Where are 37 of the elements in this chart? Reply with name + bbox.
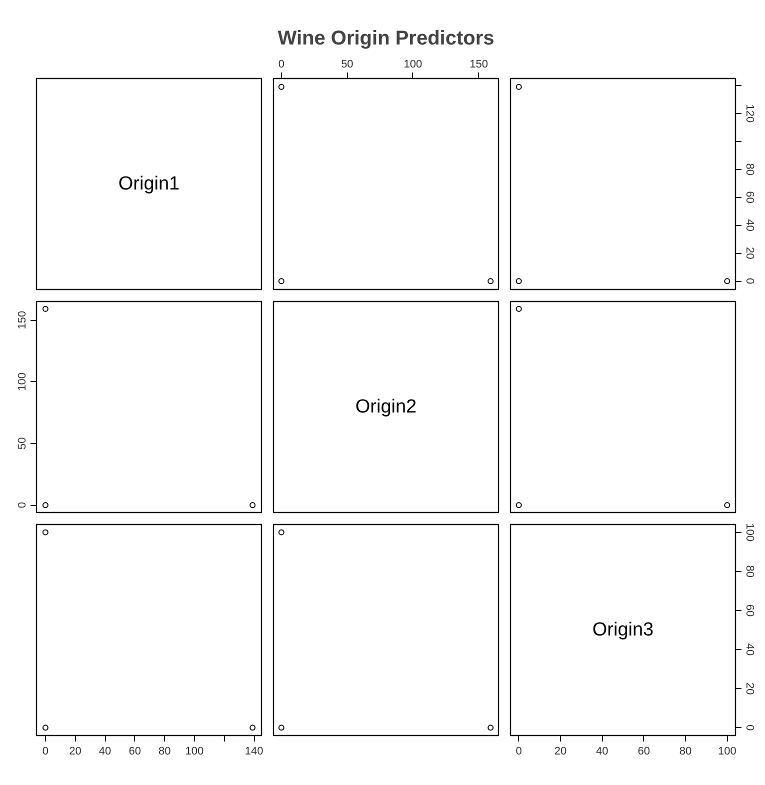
x-tick-label: 60 [638,746,650,758]
x-tick-label: 60 [128,746,141,758]
y-tick-label: 40 [744,219,756,232]
x-tick-label: 150 [470,58,488,70]
y-tick-label: 150 [16,310,28,330]
y-tick-label: 100 [16,372,28,391]
y-tick-label: 0 [16,502,28,508]
y-tick-label: 80 [744,163,756,176]
y-tick-label: 60 [744,191,756,204]
y-tick-label: 0 [744,724,756,731]
y-tick-label: 20 [744,682,756,695]
annotation: Origin1 [118,174,180,194]
y-tick-label: 80 [744,565,756,578]
x-tick-label: 40 [98,746,112,758]
y-tick-label: 20 [744,247,756,260]
x-tick-label: 40 [596,746,608,758]
y-tick-label: 50 [16,437,28,450]
y-tick-label: 0 [744,278,756,284]
x-tick-label: 140 [244,746,264,758]
x-tick-label: 100 [185,746,204,758]
x-tick-label: 0 [516,746,522,758]
x-tick-label: 50 [341,58,354,70]
annotation: Origin2 [355,396,417,418]
x-tick-label: 20 [554,746,567,758]
annotation: Origin3 [592,620,654,640]
y-tick-label: 120 [744,104,756,123]
x-tick-label: 0 [278,58,284,70]
x-tick-label: 100 [404,58,422,70]
x-tick-label: 0 [42,746,49,758]
y-tick-label: 40 [744,643,756,656]
x-tick-label: 80 [158,746,171,758]
y-tick-label: 100 [744,523,756,542]
x-tick-label: 100 [718,746,736,758]
y-tick-label: 60 [744,604,756,617]
x-tick-label: 20 [69,746,82,758]
chart-title: Wine Origin Predictors [278,28,494,50]
x-tick-label: 80 [679,746,692,758]
